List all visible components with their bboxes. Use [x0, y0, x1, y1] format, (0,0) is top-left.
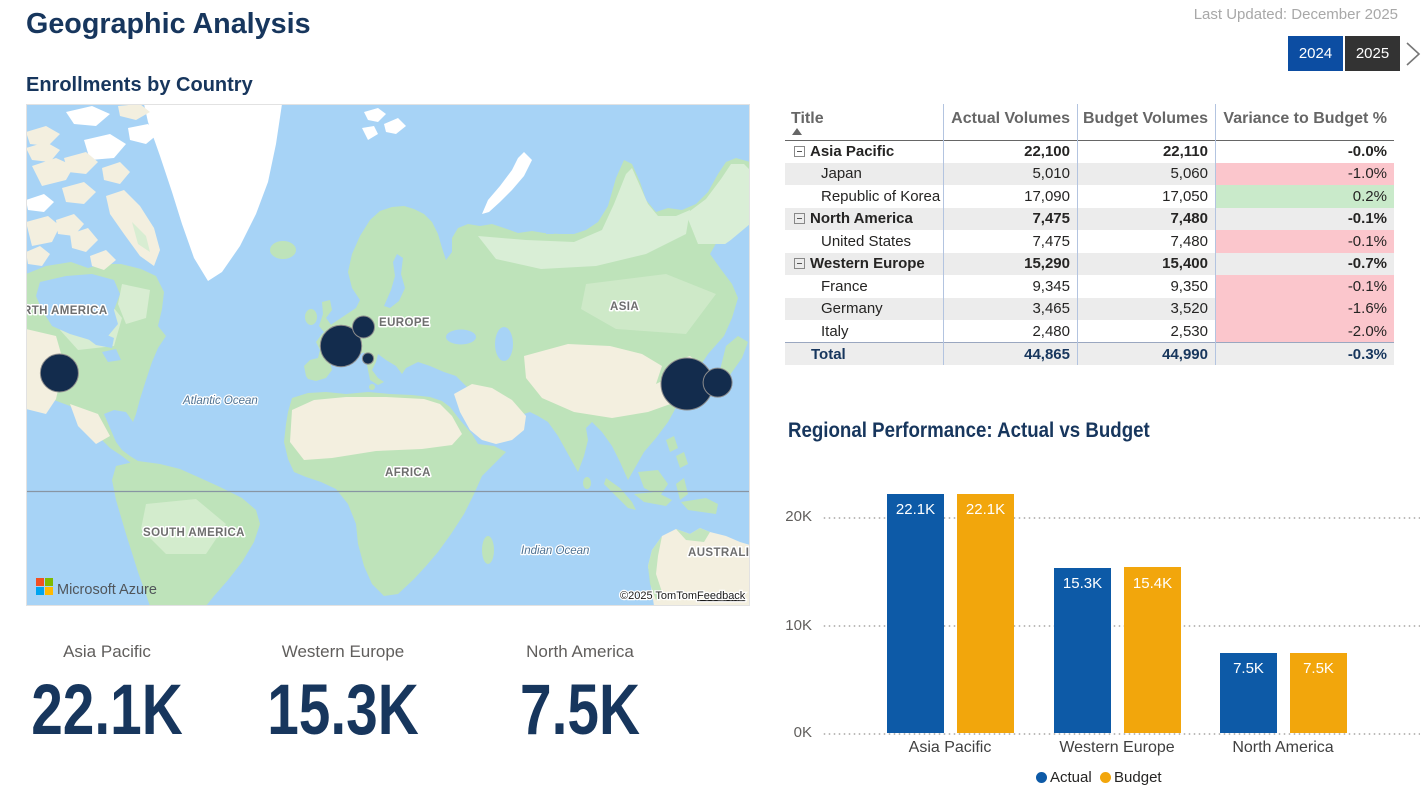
- svg-text:Microsoft Azure: Microsoft Azure: [57, 582, 157, 598]
- svg-text:SOUTH AMERICA: SOUTH AMERICA: [143, 527, 245, 539]
- svg-text:AFRICA: AFRICA: [385, 467, 431, 479]
- svg-text:Atlantic Ocean: Atlantic Ocean: [182, 395, 258, 407]
- svg-text:NORTH AMERICA: NORTH AMERICA: [26, 305, 108, 317]
- svg-text:Indian Ocean: Indian Ocean: [521, 545, 589, 557]
- svg-text:EUROPE: EUROPE: [379, 317, 430, 329]
- svg-text:Feedback: Feedback: [697, 590, 746, 602]
- svg-text:ASIA: ASIA: [610, 301, 639, 313]
- svg-text:©2025 TomTom: ©2025 TomTom: [620, 590, 697, 602]
